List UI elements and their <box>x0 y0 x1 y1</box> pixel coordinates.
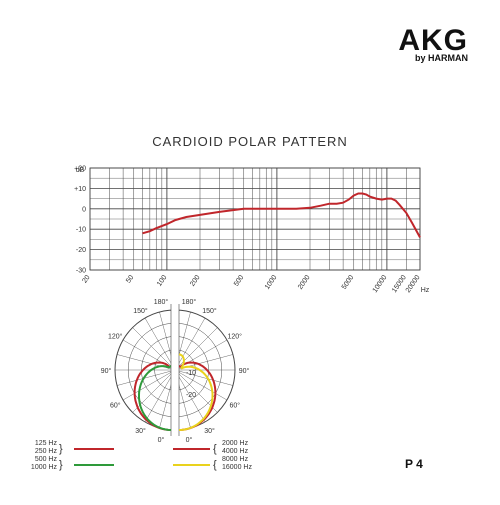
legend-brace: { <box>213 443 217 455</box>
legend-label: 1000 Hz <box>31 464 58 471</box>
angle-label: 60° <box>110 402 121 410</box>
ring-label: -20 <box>186 392 196 399</box>
x-tick-label: 50 <box>125 274 135 284</box>
page-label: P 4 <box>405 457 423 471</box>
frequency-response-chart: dB Hz +20 +10 0 -10 -20 -30 20 50 100 200 500 1000… <box>74 166 430 295</box>
plot-frame <box>89 167 421 271</box>
polar-divider <box>171 304 179 436</box>
y-tick-label: +10 <box>74 186 86 193</box>
polar-radial <box>174 317 206 371</box>
y-tick-label: -20 <box>76 247 86 254</box>
legend-label: 250 Hz <box>35 448 58 455</box>
x-tick-label: 5000 <box>341 274 356 291</box>
polar-radial <box>174 369 206 423</box>
angle-label: 60° <box>229 402 240 410</box>
angle-label: 30° <box>204 427 215 435</box>
ring-label: -10 <box>186 370 196 377</box>
chart-title: CARDIOID POLAR PATTERN <box>152 134 348 149</box>
angle-label: 180° <box>182 298 197 306</box>
polar-radial <box>174 327 218 371</box>
x-tick-label: 20 <box>81 274 91 284</box>
legend-label: 500 Hz <box>35 456 58 463</box>
legend-label: 16000 Hz <box>222 464 252 471</box>
legend-label: 4000 Hz <box>222 448 249 455</box>
polar-curve-left <box>138 365 172 431</box>
angle-label: 120° <box>108 333 123 341</box>
polar-radial <box>132 327 176 371</box>
x-tick-label: 20000 <box>405 274 422 294</box>
polar-radial <box>144 317 176 371</box>
y-tick-label: +20 <box>74 166 86 173</box>
legend-label: 2000 Hz <box>222 440 249 447</box>
angle-label: 30° <box>135 427 146 435</box>
legend-brace: { <box>213 459 217 471</box>
x-tick-label: 500 <box>233 274 245 288</box>
angle-label: 90° <box>239 367 250 375</box>
y-tick-label: -10 <box>76 227 86 234</box>
polar-radial <box>122 369 176 401</box>
angle-label: 120° <box>228 333 243 341</box>
frequency-curve <box>142 192 421 238</box>
brand-tagline: by HARMAN <box>415 53 468 63</box>
polar-radial <box>116 354 176 371</box>
polar-radial <box>174 369 234 386</box>
legend-brace: } <box>59 443 63 455</box>
y-tick-label: 0 <box>82 206 86 213</box>
y-tick-label: -30 <box>76 268 86 275</box>
polar-curve-right <box>178 353 214 431</box>
angle-label: 150° <box>133 307 148 315</box>
legend-label: 8000 Hz <box>222 456 249 463</box>
angle-label: 90° <box>101 367 112 375</box>
x-tick-label: 1000 <box>264 274 279 291</box>
brand-logo: AKG <box>398 24 468 57</box>
polar-radial <box>116 369 176 386</box>
polar-pattern-chart: 0° 0° 30° 30° 60° 60° 90° 90° 120° 120° 150° 150° 18… <box>101 298 250 444</box>
x-tick-label: 2000 <box>297 274 312 291</box>
angle-label: 0° <box>186 436 193 444</box>
angle-label: 0° <box>158 436 165 444</box>
x-tick-label: 200 <box>189 274 201 288</box>
polar-radial <box>174 369 228 401</box>
legend-brace: } <box>59 459 63 471</box>
angle-label: 150° <box>202 307 217 315</box>
polar-radial <box>144 369 176 423</box>
legend-label: 125 Hz <box>35 440 58 447</box>
x-tick-label: 100 <box>156 274 168 288</box>
y-axis-label: dB <box>76 167 85 174</box>
angle-label: 180° <box>154 298 169 306</box>
x-axis-label: Hz <box>421 287 430 294</box>
x-tick-label: 10000 <box>372 274 389 294</box>
